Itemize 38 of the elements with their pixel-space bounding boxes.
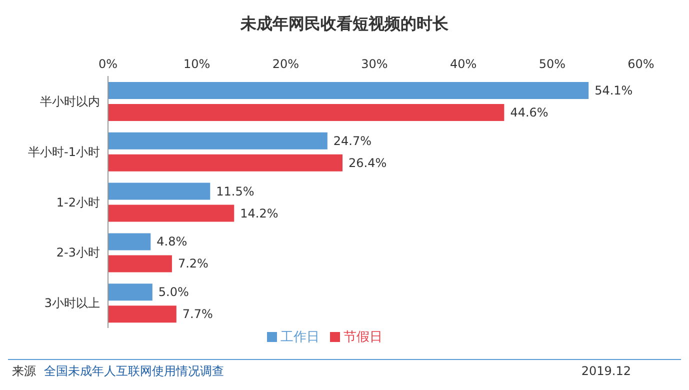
bar (108, 204, 234, 222)
bar (108, 104, 504, 121)
bar (108, 233, 151, 250)
y-tick-label: 半小时-1小时 (28, 144, 100, 159)
data-label: 5.0% (158, 285, 189, 300)
data-label: 54.1% (594, 84, 633, 98)
data-label: 7.7% (182, 307, 213, 322)
text: 2019.12 (581, 364, 631, 378)
y-tick-label: 3小时以上 (44, 296, 100, 310)
x-tick-label: 40% (450, 57, 477, 71)
chart-title: 未成年网民收看短视频的时长 (239, 13, 450, 35)
bar (108, 154, 343, 172)
x-tick-label: 30% (361, 57, 388, 71)
legend-label: 节假日 (344, 330, 382, 345)
x-tick-label: 60% (628, 57, 654, 71)
data-label: 24.7% (333, 134, 372, 148)
bar (108, 284, 152, 301)
y-tick-label: 1-2小时 (56, 195, 100, 210)
text: 来源 (12, 362, 36, 380)
y-tick-label: 2-3小时 (56, 246, 100, 260)
data-label: 44.6% (510, 106, 548, 120)
x-tick-label: 50% (538, 57, 566, 71)
bar (108, 132, 328, 150)
data-label: 14.2% (240, 206, 278, 220)
bar (108, 255, 172, 272)
bar (108, 306, 176, 323)
data-label: 26.4% (348, 156, 387, 170)
x-tick-label: 10% (183, 57, 210, 71)
bar (108, 82, 589, 99)
bar (108, 182, 210, 200)
x-tick-label: 0% (98, 57, 118, 71)
text: 全国未成年人互联网使用情况调查 (44, 362, 224, 380)
legend-label: 工作日 (280, 330, 320, 345)
x-tick-label: 20% (272, 57, 300, 71)
data-label: 4.8% (156, 234, 188, 249)
data-label: 11.5% (216, 184, 254, 198)
data-label: 7.2% (178, 256, 208, 271)
y-tick-label: 半小时以内 (40, 94, 100, 108)
